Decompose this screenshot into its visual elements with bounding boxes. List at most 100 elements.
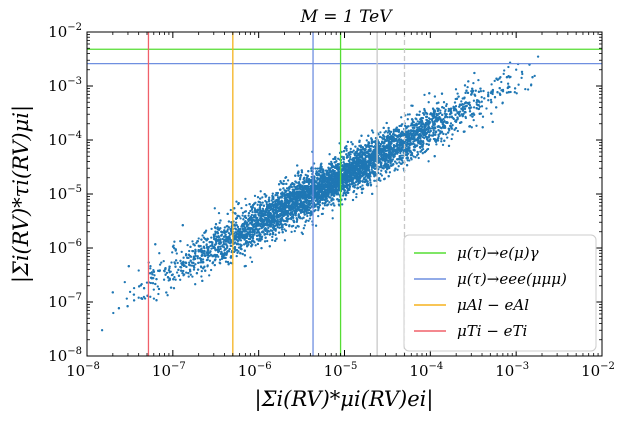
scatter-point [156, 285, 159, 288]
scatter-point [509, 90, 512, 94]
scatter-point [286, 220, 289, 223]
scatter-point [184, 254, 188, 257]
scatter-point [229, 256, 232, 259]
scatter-point [493, 79, 496, 83]
scatter-point [218, 221, 221, 225]
scatter-point [192, 264, 195, 268]
scatter-point [196, 257, 199, 260]
scatter-point [277, 203, 280, 206]
scatter-point [172, 244, 175, 247]
scatter-point [451, 124, 454, 127]
scatter-point [345, 144, 348, 148]
scatter-point [258, 237, 261, 240]
scatter-point [210, 236, 213, 239]
scatter-point [526, 88, 530, 91]
scatter-point [431, 120, 434, 124]
scatter-point [257, 200, 260, 203]
scatter-point [379, 131, 382, 134]
scatter-point [388, 171, 392, 174]
scatter-point [300, 171, 304, 174]
scatter-point [157, 292, 160, 296]
scatter-point [496, 91, 499, 94]
scatter-point [276, 194, 279, 197]
scatter-point [132, 286, 136, 290]
scatter-point [247, 237, 251, 241]
scatter-point [295, 220, 298, 223]
scatter-point [381, 159, 384, 162]
scatter-point [304, 173, 307, 177]
scatter-point [250, 207, 254, 210]
scatter-point [493, 96, 497, 99]
scatter-point [408, 113, 411, 116]
scatter-point [361, 180, 364, 183]
scatter-point [449, 122, 453, 125]
scatter-point [173, 261, 176, 264]
scatter-point [441, 143, 445, 147]
scatter-point [302, 216, 305, 219]
scatter-point [429, 129, 433, 133]
scatter-point [472, 81, 475, 85]
scatter-point [319, 171, 323, 174]
scatter-point [256, 203, 259, 206]
scatter-point [199, 265, 203, 268]
scatter-point [200, 269, 203, 273]
scatter-point [323, 204, 327, 207]
scatter-point [137, 269, 140, 272]
scatter-point [132, 293, 136, 296]
scatter-point [206, 253, 209, 256]
scatter-point [410, 158, 413, 161]
scatter-point [213, 226, 217, 229]
scatter-point [463, 105, 466, 108]
scatter-point [229, 208, 232, 212]
scatter-point [214, 223, 218, 226]
scatter-point [274, 229, 277, 232]
scatter-point [346, 155, 349, 158]
scatter-point [209, 268, 213, 272]
scatter-point [263, 193, 266, 196]
scatter-point [437, 129, 440, 132]
scatter-point [374, 140, 377, 143]
scatter-point [152, 288, 155, 291]
scatter-point [424, 125, 427, 128]
scatter-point [179, 278, 182, 281]
scatter-point [274, 233, 277, 236]
scatter-point [490, 83, 493, 86]
scatter-point [477, 78, 480, 82]
scatter-point [171, 251, 174, 254]
scatter-point [460, 100, 463, 103]
scatter-point [200, 275, 203, 278]
scatter-point [349, 147, 352, 151]
scatter-point [205, 251, 208, 255]
scatter-point [500, 80, 503, 84]
scatter-point [289, 183, 293, 186]
scatter-point [254, 244, 257, 247]
scatter-point [180, 250, 183, 254]
scatter-point [217, 255, 220, 258]
scatter-point [456, 116, 459, 119]
scatter-point [262, 204, 266, 207]
scatter-point [423, 93, 426, 97]
scatter-point [351, 180, 354, 183]
scatter-point [235, 223, 238, 227]
scatter-point [321, 212, 324, 216]
scatter-point [172, 287, 176, 290]
scatter-point [447, 127, 450, 130]
scatter-point [186, 243, 189, 247]
scatter-point [370, 142, 374, 145]
scatter-point [330, 160, 333, 164]
scatter-point [345, 149, 348, 152]
scatter-point [189, 255, 193, 258]
scatter-point [200, 259, 203, 262]
scatter-point [280, 228, 284, 231]
scatter-point [380, 169, 383, 172]
scatter-point [153, 274, 156, 277]
scatter-point [377, 133, 380, 136]
scatter-point [359, 164, 362, 168]
scatter-point [319, 196, 322, 199]
scatter-point [430, 134, 433, 137]
scatter-point [250, 213, 254, 217]
scatter-point [181, 224, 184, 227]
scatter-point [318, 204, 322, 207]
scatter-point [219, 262, 222, 265]
scatter-point [363, 151, 367, 154]
